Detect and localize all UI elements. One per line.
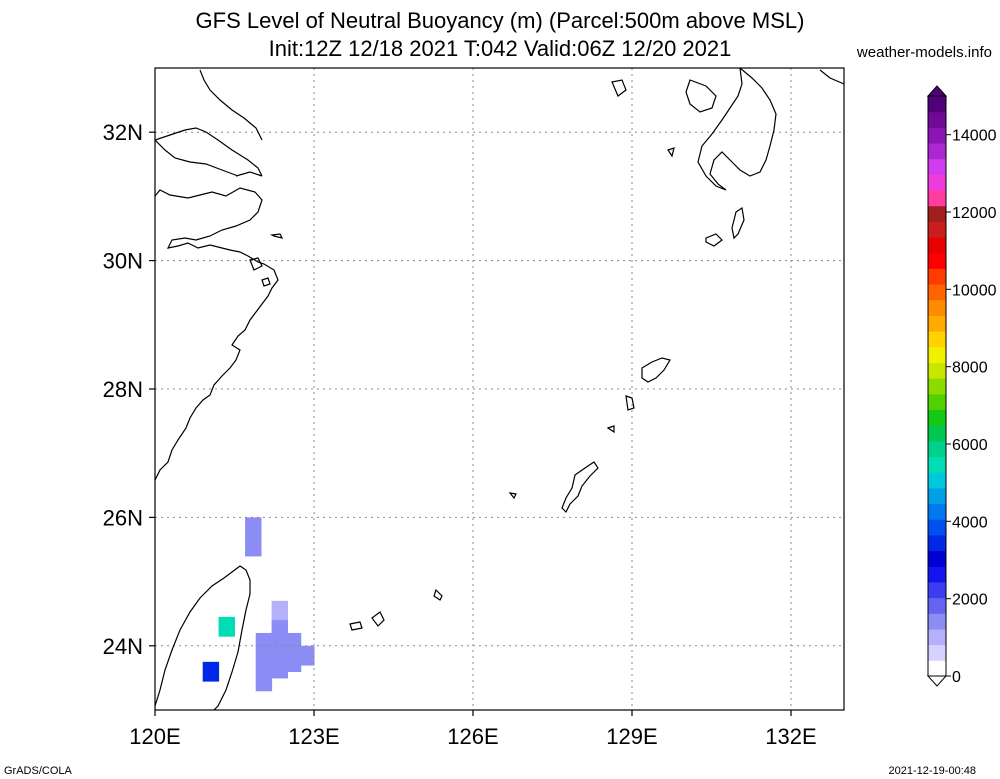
colorbar-segment [928, 346, 946, 363]
lnb-cell [284, 652, 302, 672]
colorbar-segment [928, 628, 946, 646]
colorbar-segment [928, 613, 946, 630]
colorbar-segment [928, 96, 946, 113]
lnb-cell [271, 600, 288, 621]
colorbar-max-triangle [926, 85, 948, 97]
lnb-cell [255, 671, 273, 692]
colorbar-segment [928, 299, 946, 316]
colorbar-segment [928, 503, 946, 520]
colorbar-label: 14000 [952, 128, 997, 145]
lnb-cell [245, 536, 262, 557]
colorbar-segment [928, 534, 946, 552]
colorbar-label: 2000 [952, 592, 988, 609]
colorbar-min-triangle [926, 675, 948, 687]
colorbar-segment [928, 440, 946, 458]
lnb-shading [202, 517, 315, 692]
lnb-cell [284, 632, 302, 653]
colorbar-segment [928, 252, 946, 269]
colorbar-segment [928, 487, 946, 505]
lon-tick-label: 126E [447, 724, 498, 749]
colorbar-label: 4000 [952, 514, 988, 531]
colorbar-segment [928, 158, 946, 175]
coast-miyako [349, 611, 385, 631]
lnb-cell [218, 616, 235, 637]
site-credit: weather-models.info [856, 44, 992, 61]
colorbar-segment [928, 581, 946, 599]
colorbar: 0 2000 4000 6000 8000 10000 12000 14000 [926, 85, 997, 687]
lat-tick-label: 30N [103, 249, 143, 274]
colorbar-segment [928, 205, 946, 222]
colorbar-label: 0 [952, 669, 961, 686]
colorbar-segment [928, 660, 946, 677]
colorbar-segment [928, 409, 946, 426]
coast-okinawa [561, 461, 599, 514]
colorbar-segment [928, 268, 946, 285]
coast-shikoku-corner [819, 69, 844, 85]
colorbar-segment [928, 190, 946, 207]
lnb-cell [202, 661, 220, 682]
lnb-cell [298, 645, 315, 666]
lat-tick-label: 32N [103, 120, 143, 145]
coast-kyushu [611, 68, 777, 191]
footer-software: GrADS/COLA [4, 765, 72, 777]
colorbar-segment [928, 378, 946, 395]
colorbar-segment [928, 425, 946, 442]
axis-ticks: 120E 123E 126E 129E 132E 24N 26N 28N 30N 32N [103, 120, 817, 749]
lnb-cell [271, 658, 288, 679]
colorbar-segment [928, 456, 946, 473]
lat-tick-label: 28N [103, 377, 143, 402]
footer-timestamp: 2021-12-19-00:48 [888, 765, 976, 777]
colorbar-segment [928, 237, 946, 254]
colorbar-segment [928, 597, 946, 614]
colorbar-segment [928, 519, 946, 536]
lnb-cell [245, 517, 262, 538]
colorbar-segment [928, 315, 946, 332]
coast-islet-3 [508, 492, 517, 500]
coast-islands-zhoushan [249, 233, 284, 287]
colorbar-segment [928, 566, 946, 583]
coastlines [155, 68, 844, 710]
colorbar-segment [928, 174, 946, 191]
lon-tick-label: 132E [765, 724, 816, 749]
colorbar-segment [928, 393, 946, 411]
colorbar-segment [928, 127, 946, 144]
lon-tick-label: 129E [606, 724, 657, 749]
colorbar-segment [928, 284, 946, 301]
colorbar-segment [928, 221, 946, 238]
graticule [155, 68, 844, 710]
lat-tick-label: 26N [103, 505, 143, 530]
colorbar-label: 10000 [952, 282, 997, 299]
colorbar-segment [928, 362, 946, 379]
colorbar-segment [928, 331, 946, 348]
coast-islet-1 [625, 395, 635, 411]
coast-china [155, 69, 279, 481]
colorbar-label: 8000 [952, 360, 988, 377]
colorbar-label: 6000 [952, 437, 988, 454]
lnb-cell [255, 652, 273, 672]
coast-taiwan [155, 565, 251, 710]
coast-islet-4 [433, 588, 443, 601]
colorbar-segment [928, 644, 946, 661]
lon-tick-label: 120E [129, 724, 180, 749]
coast-amami [641, 357, 671, 383]
lnb-cell [255, 632, 273, 653]
coast-tanegashima [705, 206, 745, 247]
colorbar-segment [928, 472, 946, 489]
map-subtitle: Init:12Z 12/18 2021 T:042 Valid:06Z 12/2… [268, 36, 732, 61]
colorbar-frame [927, 95, 947, 677]
colorbar-label: 12000 [952, 205, 997, 222]
colorbar-segment [928, 143, 946, 160]
lon-tick-label: 123E [288, 724, 339, 749]
coast-islet-2 [606, 425, 615, 434]
lnb-cell [271, 620, 288, 640]
colorbar-segment [928, 111, 946, 128]
lnb-cell [271, 639, 288, 660]
colorbar-segment [928, 550, 946, 567]
map-title: GFS Level of Neutral Buoyancy (m) (Parce… [195, 8, 805, 33]
lat-tick-label: 24N [103, 634, 143, 659]
